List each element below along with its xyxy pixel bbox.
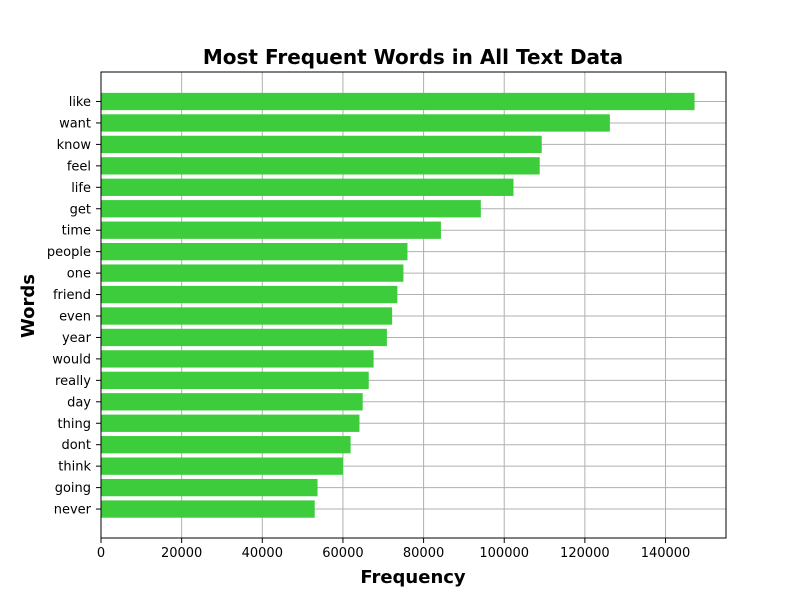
y-tick-label-get: get (70, 202, 91, 217)
bar-day (101, 393, 363, 411)
bar-would (101, 350, 374, 368)
y-tick-label-one: one (67, 267, 91, 282)
bar-want (101, 114, 610, 132)
y-tick-label-feel: feel (67, 159, 91, 174)
chart-title: Most Frequent Words in All Text Data (203, 45, 623, 69)
y-tick-label-friend: friend (53, 288, 91, 303)
bar-think (101, 457, 343, 475)
bar-even (101, 307, 393, 325)
y-tick-label-know: know (57, 138, 92, 153)
x-tick-label: 140000 (641, 546, 691, 561)
bars-layer (101, 92, 695, 518)
y-tick-label-would: would (52, 352, 91, 367)
x-tick-label: 20000 (161, 546, 202, 561)
y-tick-label-life: life (71, 181, 91, 196)
bar-friend (101, 285, 398, 304)
y-tick-label-time: time (62, 224, 91, 239)
bar-one (101, 264, 404, 282)
y-tick-label-really: really (55, 374, 91, 389)
y-tick-label-people: people (47, 245, 91, 260)
x-axis-label: Frequency (360, 567, 466, 588)
bar-know (101, 135, 542, 154)
bar-going (101, 478, 318, 497)
y-tick-label-never: never (54, 503, 92, 518)
x-tick-label: 60000 (322, 546, 363, 561)
bar-dont (101, 436, 351, 454)
bar-life (101, 178, 514, 196)
bar-feel (101, 157, 540, 175)
bar-like (101, 92, 695, 111)
bar-really (101, 371, 369, 389)
bar-never (101, 500, 315, 518)
y-tick-label-even: even (59, 310, 91, 325)
x-tick-layer: 0 20000 40000 60000 80000 100000 120000 140000 (97, 538, 690, 561)
x-tick-label: 100000 (479, 546, 529, 561)
x-tick-label: 80000 (403, 546, 444, 561)
y-tick-label-dont: dont (61, 438, 91, 453)
y-tick-label-want: want (59, 116, 91, 131)
x-tick-label: 0 (97, 546, 105, 561)
bar-time (101, 221, 441, 239)
y-tick-label-day: day (67, 395, 91, 410)
bar-thing (101, 414, 360, 432)
y-axis-label: Words (18, 274, 39, 338)
x-tick-label: 120000 (560, 546, 610, 561)
y-tick-layer: like want know feel life get time people one frie… (47, 95, 101, 518)
y-tick-label-think: think (58, 460, 91, 475)
y-tick-label-thing: thing (58, 417, 91, 432)
bar-get (101, 200, 481, 218)
y-tick-label-going: going (55, 481, 91, 496)
y-tick-label-year: year (62, 331, 92, 346)
x-tick-label: 40000 (242, 546, 283, 561)
bar-year (101, 328, 387, 347)
y-tick-label-like: like (69, 95, 91, 110)
bar-people (101, 243, 408, 261)
plot-frame (100, 71, 727, 539)
